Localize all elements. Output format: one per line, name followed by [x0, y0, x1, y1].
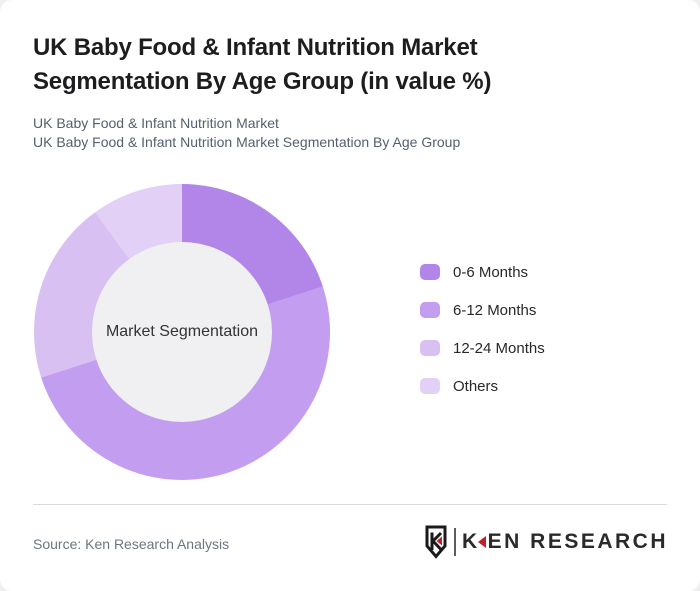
- legend-label: 12-24 Months: [453, 339, 545, 357]
- page-title: UK Baby Food & Infant Nutrition Market S…: [33, 34, 492, 95]
- logo-divider: [453, 528, 456, 556]
- donut-chart: Market Segmentation: [34, 184, 330, 480]
- legend-item-12-24-months: 12-24 Months: [420, 339, 545, 357]
- legend-item-0-6-months: 0-6 Months: [420, 263, 545, 281]
- logo-red-triangle-icon: [477, 536, 486, 548]
- source-text: Source: Ken Research Analysis: [33, 536, 230, 552]
- subtitle-line-2: UK Baby Food & Infant Nutrition Market S…: [33, 134, 461, 150]
- logo-brand-k: K: [461, 530, 480, 553]
- legend-label: Others: [453, 377, 499, 395]
- logo-brand-rest: EN RESEARCH: [487, 530, 668, 553]
- legend-item-6-12-months: 6-12 Months: [420, 301, 545, 319]
- ken-research-logo: K EN RESEARCH: [424, 524, 668, 560]
- subtitle-line-1: UK Baby Food & Infant Nutrition Market: [33, 115, 279, 131]
- logo-shield-icon: [425, 525, 447, 559]
- legend-swatch-icon: [420, 264, 440, 280]
- chart-subtitles: UK Baby Food & Infant Nutrition Market U…: [33, 114, 460, 152]
- legend-label: 6-12 Months: [453, 301, 537, 319]
- legend-swatch-icon: [420, 340, 440, 356]
- footer-divider: [33, 504, 667, 505]
- legend-swatch-icon: [420, 302, 440, 318]
- legend-item-others: Others: [420, 377, 545, 395]
- logo-brand-text: K EN RESEARCH: [462, 530, 668, 554]
- legend-swatch-icon: [420, 378, 440, 394]
- donut-center-label: Market Segmentation: [92, 242, 272, 422]
- legend-label: 0-6 Months: [453, 263, 529, 281]
- chart-legend: 0-6 Months 6-12 Months 12-24 Months Othe…: [420, 263, 545, 395]
